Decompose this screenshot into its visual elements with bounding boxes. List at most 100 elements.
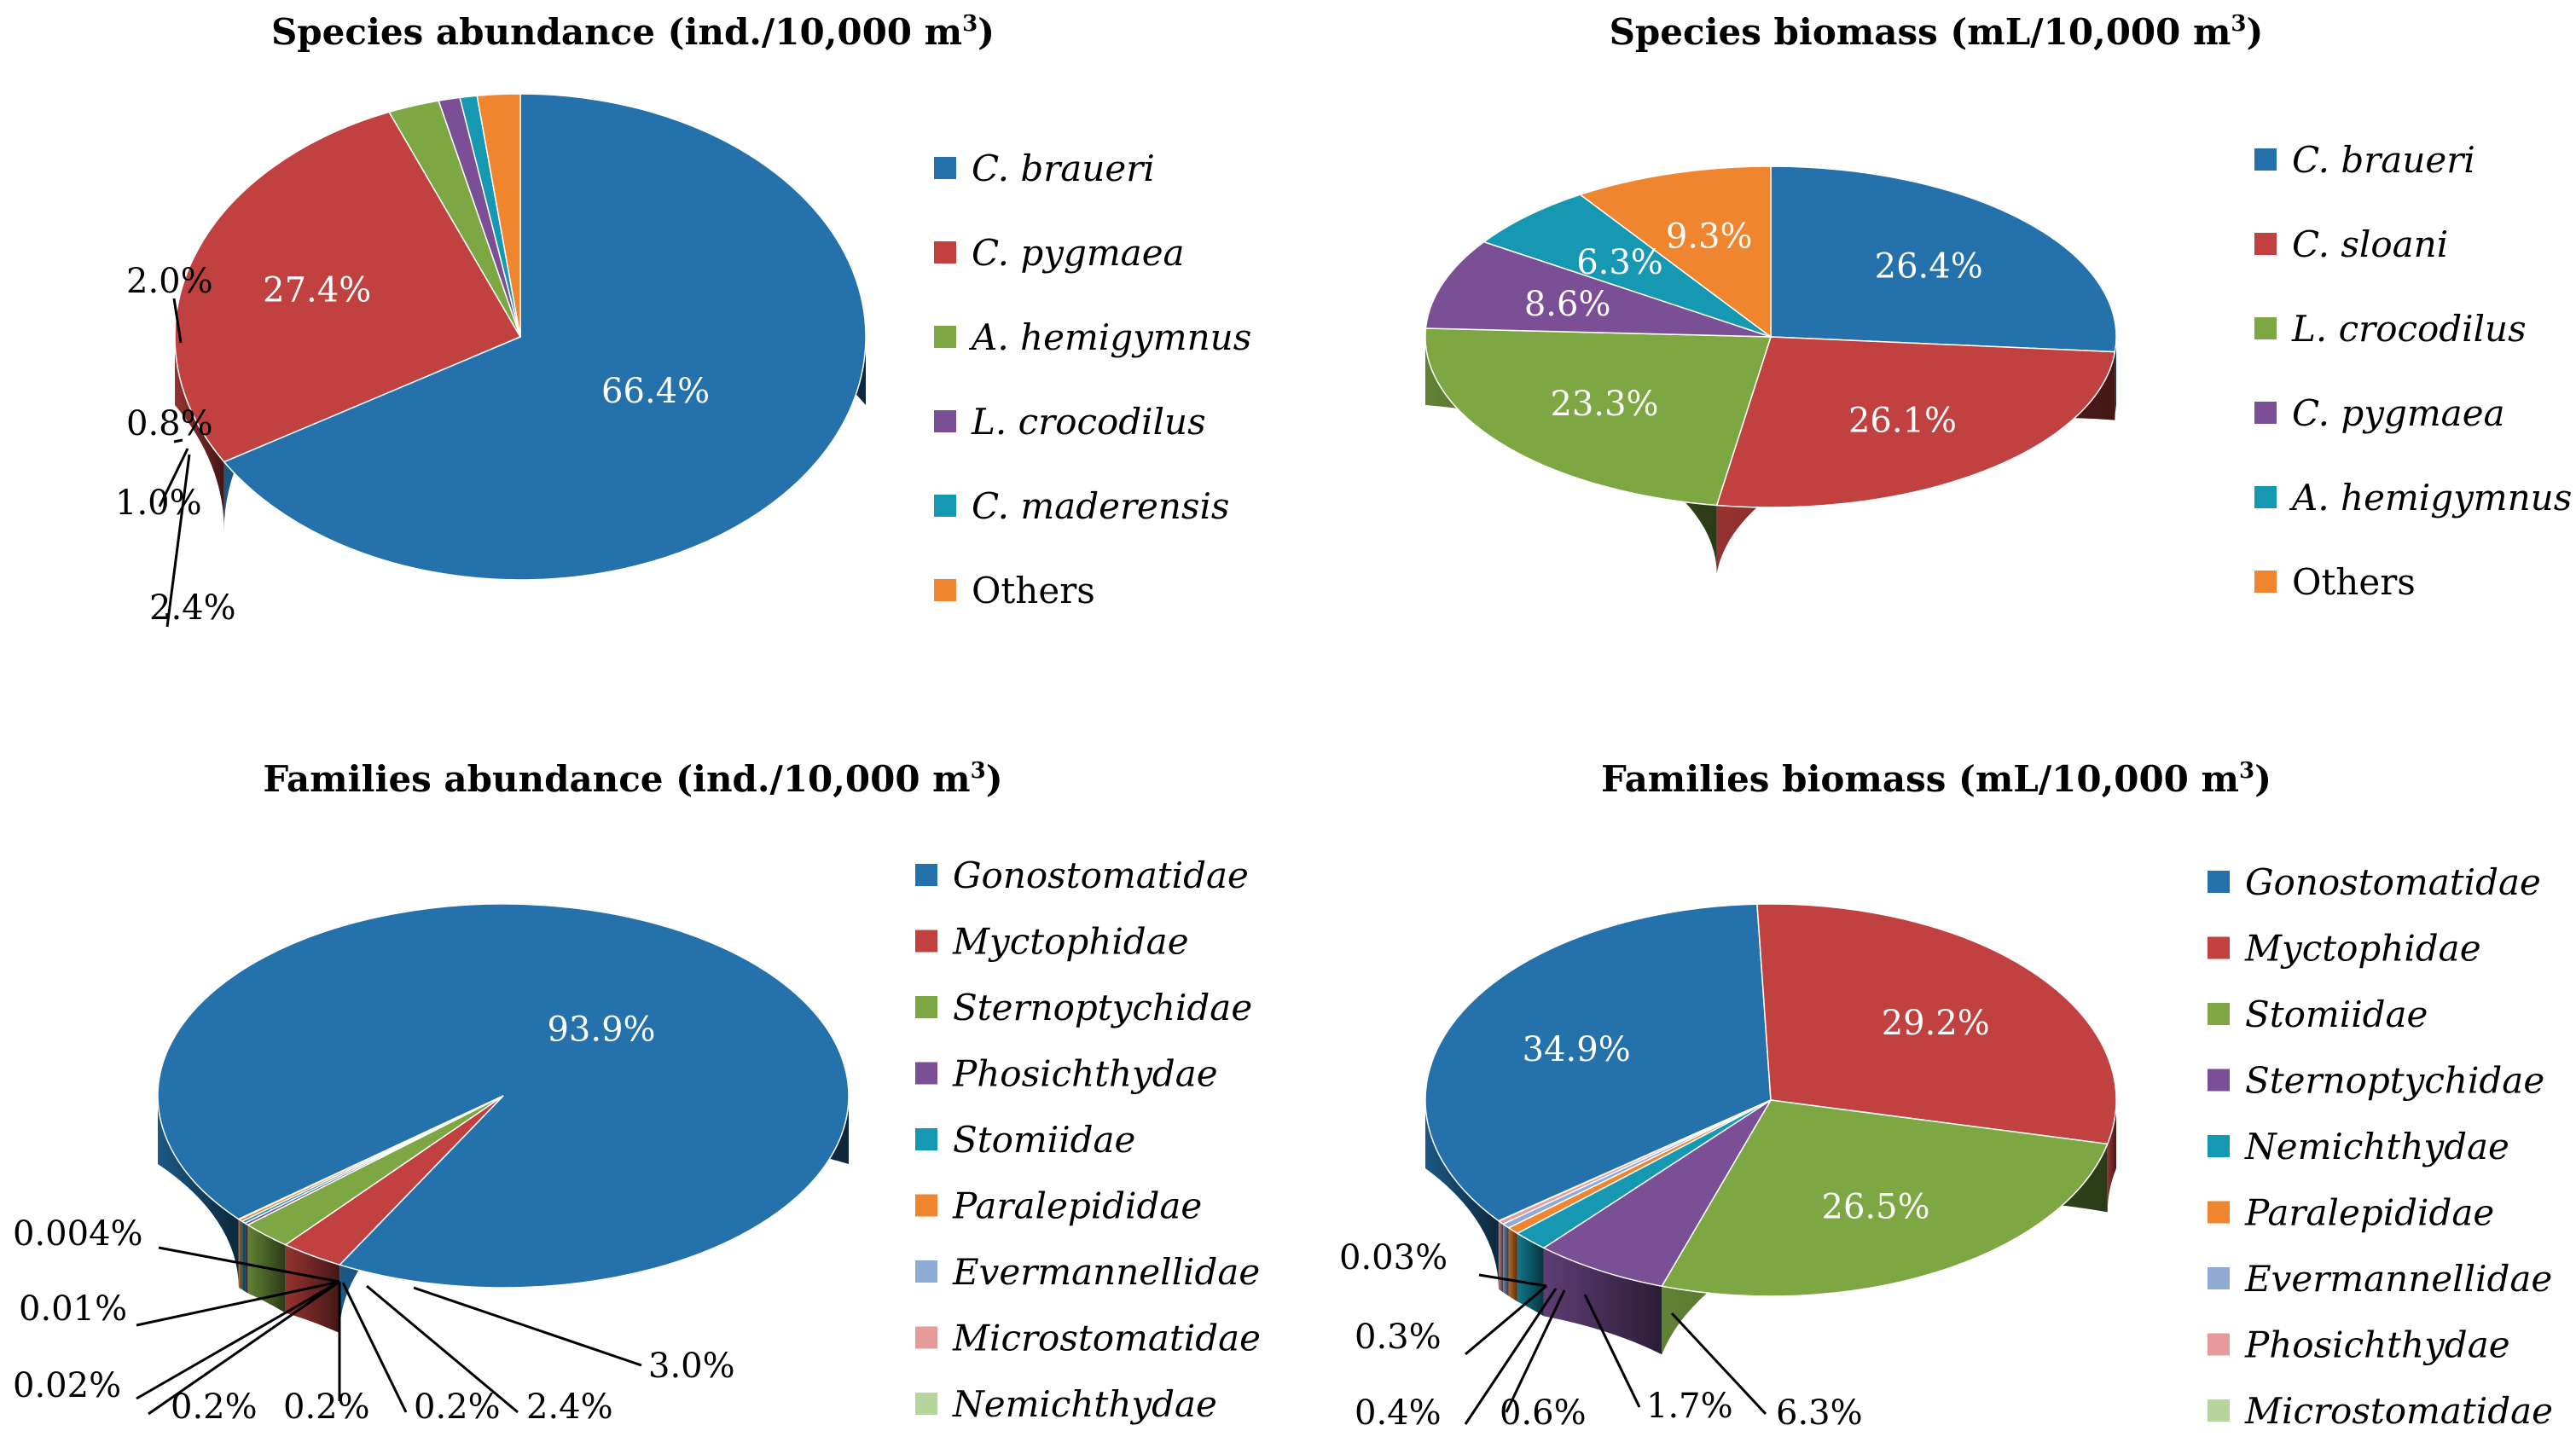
slice-value-label: 3.0%	[648, 1347, 735, 1386]
legend-swatch	[934, 579, 956, 601]
legend-label: Sternoptychidae	[953, 987, 1252, 1028]
legend-label: C. maderensis	[972, 485, 1229, 527]
slice-value-label: 0.02%	[13, 1366, 121, 1405]
slice-value-label: 0.2%	[283, 1387, 370, 1427]
legend-swatch	[2208, 1333, 2230, 1356]
pie-slice	[1482, 194, 1772, 338]
leader-line	[172, 298, 183, 344]
pie-slice-side	[241, 1221, 245, 1292]
chart-title: Species biomass (mL/10,000 m3)	[1610, 11, 2264, 53]
legend-swatch	[2254, 486, 2277, 508]
legend-label: L. crocodilus	[971, 401, 1206, 443]
pie-slice	[1497, 1099, 1772, 1222]
legend-label: Stomiidae	[953, 1119, 1135, 1161]
slice-value-label: 2.4%	[149, 588, 236, 628]
legend-swatch	[915, 1326, 937, 1349]
pie-slice-side	[1499, 1220, 1504, 1293]
legend-label: Others	[972, 570, 1095, 611]
legend-swatch	[934, 157, 956, 179]
slice-value-label: 27.4%	[263, 270, 371, 310]
pie-chart-1: Species abundance (ind./10,000 m3) 66.4% 2…	[115, 11, 1251, 628]
slice-value-label: 26.1%	[1848, 402, 1957, 441]
legend-label: Evermannellidae	[2244, 1258, 2552, 1300]
slice-value-label: 0.2%	[171, 1387, 258, 1427]
pie-slice	[1542, 1099, 1772, 1288]
legend-label: Others	[2292, 561, 2416, 603]
pie-chart-4: Families biomass (mL/10,000 m3) 34.9% 29.2…	[1339, 758, 2553, 1433]
legend-label: Gonostomatidae	[953, 854, 1249, 896]
legend-label: Paralepididae	[952, 1185, 1202, 1227]
chart-title: Families biomass (mL/10,000 m3)	[1601, 758, 2271, 800]
chart-title-end: )	[2247, 11, 2264, 53]
legend-swatch	[2254, 317, 2277, 339]
legend-label: Nemichthydae	[952, 1383, 1217, 1425]
pie-slice	[174, 111, 522, 463]
legend-label: A. hemigymnus	[2289, 477, 2572, 518]
slice-value-label: 0.8%	[126, 404, 213, 443]
pie-slice	[1756, 903, 2117, 1145]
leader-line	[165, 454, 191, 628]
slice-value-label: 1.7%	[1646, 1387, 1733, 1426]
legend-label: Nemichthydae	[2244, 1126, 2509, 1167]
slice-value-label: 2.0%	[126, 262, 213, 301]
leader-line	[1505, 1289, 1566, 1413]
legend-swatch	[2208, 1267, 2230, 1289]
legend-label: Stomiidae	[2245, 993, 2428, 1035]
legend-label: A. hemigymnus	[968, 316, 1251, 358]
pie-chart-3: Families abundance (ind./10,000 m3) 93.9%…	[13, 758, 1261, 1427]
leader-line	[1465, 1284, 1547, 1356]
pie-slice	[237, 1095, 504, 1220]
leader-line	[1464, 1288, 1558, 1425]
legend-label: C. braueri	[972, 148, 1155, 189]
pie-slice	[1424, 903, 1772, 1222]
legend-label: C. pygmaea	[2292, 392, 2505, 434]
legend-label: C. braueri	[2292, 139, 2475, 181]
legend-swatch	[2208, 1135, 2230, 1157]
slice-value-label: 8.6%	[1524, 285, 1611, 324]
legend: C. braueri C. sloani L. crocodilus C. pygma…	[2254, 139, 2572, 603]
slice-value-label: 29.2%	[1882, 1004, 1990, 1043]
legend-swatch	[934, 241, 956, 264]
chart-title: Families abundance (ind./10,000 m3)	[263, 758, 1002, 800]
pie-slice	[1770, 165, 2117, 353]
chart-title-end: )	[978, 11, 995, 53]
chart-title-end: )	[2254, 758, 2271, 800]
slice-value-label: 1.0%	[115, 484, 202, 523]
legend-swatch	[915, 1393, 937, 1415]
slice-value-label: 66.4%	[601, 372, 710, 411]
chart-title-main: Species biomass (mL/10,000 m	[1610, 11, 2231, 53]
slice-value-label: 0.3%	[1355, 1318, 1442, 1357]
slice-value-label: 0.6%	[1500, 1393, 1587, 1433]
chart-title-superscript: 3	[2239, 758, 2254, 784]
legend: Gonostomatidae Myctophidae Stomiidae Sterno…	[2208, 861, 2553, 1432]
slice-value-label: 0.03%	[1339, 1238, 1448, 1277]
slice-value-label: 0.2%	[414, 1387, 501, 1427]
leader-line	[136, 1280, 340, 1327]
chart-title-superscript: 3	[2231, 11, 2246, 37]
leader-line	[158, 1246, 340, 1283]
legend-label: C. sloani	[2292, 223, 2448, 265]
legend-swatch	[2208, 936, 2230, 959]
slice-value-label: 34.9%	[1523, 1030, 1631, 1069]
slice-value-label: 23.3%	[1550, 385, 1658, 424]
leader-line	[1670, 1312, 1767, 1416]
leader-line	[136, 1280, 340, 1400]
legend: C. braueri C. pygmaea A. hemigymnus L. croc…	[934, 148, 1251, 611]
chart-title-main: Species abundance (ind./10,000 m	[271, 11, 962, 53]
legend-label: C. pygmaea	[972, 232, 1185, 274]
slice-value-label: 6.3%	[1776, 1393, 1863, 1433]
legend-swatch	[915, 1194, 937, 1217]
legend-swatch	[915, 1128, 937, 1150]
chart-title-main: Families biomass (mL/10,000 m	[1601, 758, 2239, 800]
pie-slice	[1424, 240, 1772, 338]
legend-label: Gonostomatidae	[2245, 861, 2541, 903]
leader-line	[1583, 1294, 1641, 1408]
legend-swatch	[2208, 871, 2230, 893]
leader-line	[148, 1280, 340, 1416]
chart-title-superscript: 3	[971, 758, 986, 784]
pie-slice	[476, 93, 521, 338]
leader-line	[1478, 1273, 1547, 1288]
pie-slice-side	[244, 1223, 248, 1294]
leader-line	[413, 1286, 642, 1367]
slice-value-label: 0.4%	[1355, 1393, 1442, 1433]
